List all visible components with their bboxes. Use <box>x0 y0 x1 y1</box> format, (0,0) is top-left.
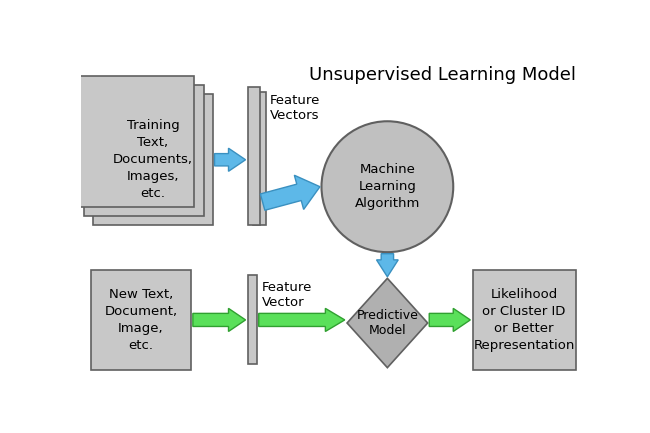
Polygon shape <box>347 278 428 368</box>
Circle shape <box>322 121 453 252</box>
Text: Predictive
Model: Predictive Model <box>356 309 419 337</box>
Bar <box>473 270 576 370</box>
Text: Unsupervised Learning Model: Unsupervised Learning Model <box>309 66 576 84</box>
Text: Training
Text,
Documents,
Images,
etc.: Training Text, Documents, Images, etc. <box>113 119 193 200</box>
Text: Feature
Vector: Feature Vector <box>262 281 312 310</box>
Text: Likelihood
or Cluster ID
or Better
Representation: Likelihood or Cluster ID or Better Repre… <box>473 288 575 352</box>
Bar <box>84 85 203 216</box>
Text: Machine
Learning
Algorithm: Machine Learning Algorithm <box>355 163 420 210</box>
Bar <box>90 270 191 370</box>
Text: New Text,
Document,
Image,
etc.: New Text, Document, Image, etc. <box>105 288 177 352</box>
Polygon shape <box>429 308 471 332</box>
Polygon shape <box>376 254 398 277</box>
Bar <box>248 87 260 225</box>
Polygon shape <box>259 308 344 332</box>
Bar <box>248 275 257 364</box>
Bar <box>74 76 194 207</box>
Polygon shape <box>193 308 246 332</box>
Bar <box>254 92 266 225</box>
Polygon shape <box>261 175 320 210</box>
Text: Feature
Vectors: Feature Vectors <box>270 94 320 122</box>
Polygon shape <box>214 148 246 171</box>
Bar <box>93 94 213 225</box>
